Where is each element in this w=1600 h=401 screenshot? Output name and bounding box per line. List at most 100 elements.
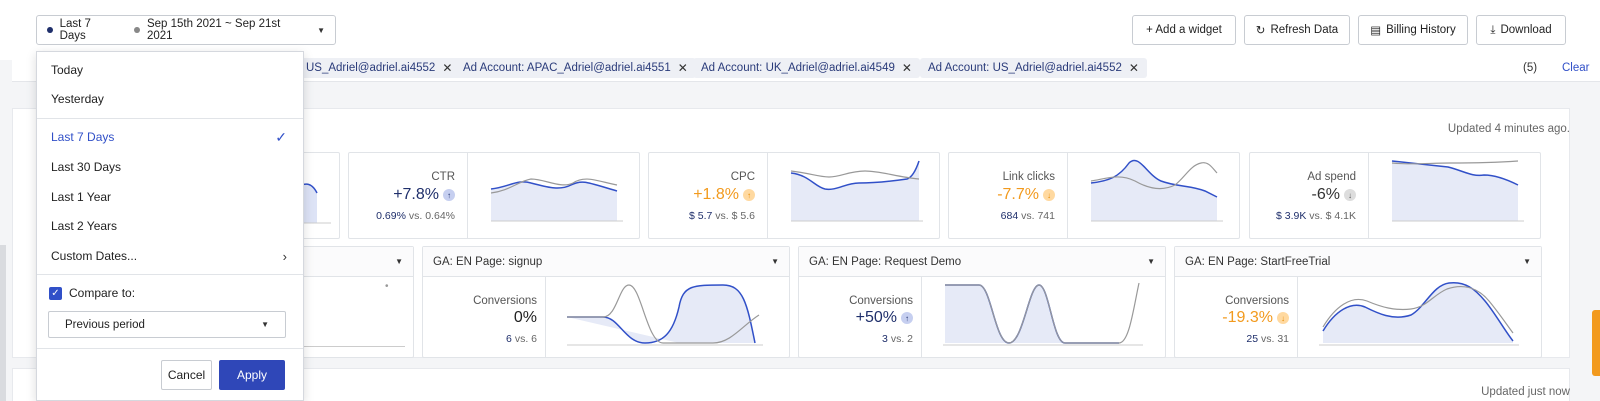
arrow-up-icon: ↑: [443, 189, 455, 201]
metric-value: +7.8% ↑: [345, 186, 465, 204]
metric-sparkline: [1391, 160, 1524, 222]
metric-name: Link clicks: [1002, 171, 1055, 183]
divider: [37, 348, 303, 349]
divider: [545, 277, 546, 357]
caret-down-icon[interactable]: ▼: [1147, 257, 1155, 266]
compare-period: Sep 15th 2021 ~ Sep 21st 2021: [134, 18, 299, 42]
caret-down-icon[interactable]: ▼: [771, 257, 779, 266]
conversion-sparkline: [567, 284, 763, 346]
close-icon[interactable]: ✕: [901, 61, 912, 75]
date-option-label: Last 7 Days: [51, 130, 115, 144]
metric-card-ad-spend[interactable]: Ad spend -6% ↓ $ 3.9K vs. $ 4.1K: [1249, 152, 1541, 239]
divider: [1067, 153, 1068, 238]
conversion-card-title: GA: EN Page: Request Demo: [809, 255, 962, 268]
vs-label: vs.: [408, 210, 423, 222]
metric-card-cpc[interactable]: CPC +1.8% ↑ $ 5.7 vs. $ 5.6: [648, 152, 940, 239]
caret-down-icon[interactable]: ▼: [1523, 257, 1531, 266]
divider: [921, 277, 922, 357]
metric-value-text: -7.7%: [997, 186, 1039, 203]
download-button[interactable]: ⤓ Download: [1476, 15, 1566, 45]
conversion-card-signup[interactable]: GA: EN Page: signup ▼ Conversions 0% 6 v…: [422, 246, 790, 358]
refresh-data-button[interactable]: ↻ Refresh Data: [1244, 15, 1350, 45]
metric-compare: $ 5.7 vs. $ 5.6: [625, 210, 765, 222]
close-icon[interactable]: ✕: [677, 61, 688, 75]
feedback-tab[interactable]: [1592, 310, 1600, 376]
metric-compare: 0.69% vs. 0.64%: [325, 210, 465, 222]
conversion-value-text: +50%: [855, 309, 897, 326]
metric-card-link-clicks[interactable]: Link clicks -7.7% ↓ 684 vs. 741: [948, 152, 1240, 239]
conversion-card[interactable]: ▼ •: [290, 246, 414, 358]
filter-chip[interactable]: Ad Account: US_Adriel@adriel.ai4552 ✕: [920, 58, 1147, 78]
vs-label: vs.: [890, 333, 905, 345]
filter-chip-label: Ad Account: US_Adriel@adriel.ai4552: [928, 62, 1122, 74]
conversion-compare: 6 vs. 6: [423, 333, 537, 345]
metric-name: CPC: [730, 171, 755, 183]
date-option-yesterday[interactable]: Yesterday: [51, 92, 104, 106]
cancel-button[interactable]: Cancel: [161, 360, 212, 390]
add-widget-label: + Add a widget: [1146, 24, 1222, 36]
conversion-card-start-free-trial[interactable]: GA: EN Page: StartFreeTrial ▼ Conversion…: [1174, 246, 1542, 358]
conversion-previous: 2: [907, 333, 913, 345]
close-icon[interactable]: ✕: [442, 61, 453, 75]
compare-to-label: Compare to:: [69, 286, 136, 300]
conversion-card-header[interactable]: GA: EN Page: Request Demo ▼: [799, 247, 1165, 277]
metric-value-text: +1.8%: [693, 186, 739, 203]
conversion-card-title: GA: EN Page: StartFreeTrial: [1185, 255, 1331, 268]
scrollbar[interactable]: [0, 245, 6, 401]
conversion-card-request-demo[interactable]: GA: EN Page: Request Demo ▼ Conversions …: [798, 246, 1166, 358]
conversion-label: Conversions: [1225, 295, 1289, 307]
current-period-label: Last 7 Days: [59, 18, 91, 42]
caret-down-icon: ▼: [261, 320, 269, 329]
filter-count: (5): [1523, 62, 1538, 74]
filter-chip[interactable]: Ad Account: UK_Adriel@adriel.ai4549 ✕: [693, 58, 920, 78]
compare-period-select[interactable]: Previous period ▼: [48, 311, 286, 338]
conversion-card-header[interactable]: ▼: [291, 247, 413, 277]
current-period: Last 7 Days: [47, 18, 116, 42]
conversion-compare: 25 vs. 31: [1175, 333, 1289, 345]
conversion-card-header[interactable]: GA: EN Page: StartFreeTrial ▼: [1175, 247, 1541, 277]
vs-label: vs.: [514, 333, 529, 345]
vs-label: vs.: [1260, 333, 1275, 345]
date-option-today[interactable]: Today: [51, 63, 84, 77]
filter-chip[interactable]: US_Adriel@adriel.ai4552 ✕: [298, 58, 461, 78]
metric-name: Ad spend: [1307, 171, 1356, 183]
metric-card-ctr[interactable]: CTR +7.8% ↑ 0.69% vs. 0.64%: [348, 152, 640, 239]
add-widget-button[interactable]: + Add a widget: [1132, 15, 1236, 45]
conversion-sparkline: [943, 282, 1143, 346]
divider: [467, 153, 468, 238]
billing-history-button[interactable]: ▤ Billing History: [1358, 15, 1468, 45]
filter-chip[interactable]: Ad Account: APAC_Adriel@adriel.ai4551 ✕: [455, 58, 696, 78]
filter-chip-label: Ad Account: UK_Adriel@adriel.ai4549: [701, 62, 895, 74]
date-option-label: Custom Dates...: [51, 249, 138, 263]
date-option-custom-dates[interactable]: Custom Dates... ›: [37, 241, 303, 271]
updated-timestamp-bottom: Updated just now: [1481, 386, 1570, 398]
date-option-last-2-years[interactable]: Last 2 Years: [51, 219, 118, 233]
apply-button[interactable]: Apply: [219, 360, 285, 390]
date-range-picker[interactable]: Last 7 Days Sep 15th 2021 ~ Sep 21st 202…: [36, 15, 336, 45]
metric-value-text: +7.8%: [393, 186, 439, 203]
metric-compare: 684 vs. 741: [925, 210, 1065, 222]
billing-history-label: Billing History: [1386, 24, 1456, 36]
conversion-current: 3: [882, 333, 888, 345]
divider: [37, 274, 303, 275]
clear-filters-link[interactable]: Clear: [1562, 62, 1590, 74]
compare-to-row[interactable]: ✓ Compare to:: [49, 286, 135, 300]
updated-timestamp: Updated 4 minutes ago.: [1447, 123, 1570, 135]
conversion-card-header[interactable]: GA: EN Page: signup ▼: [423, 247, 789, 277]
check-icon: ✓: [275, 128, 287, 145]
date-option-last-7-days[interactable]: Last 7 Days ✓: [37, 122, 303, 152]
conversion-current: 6: [506, 333, 512, 345]
date-option-last-30-days[interactable]: Last 30 Days: [51, 160, 122, 174]
conversion-previous: 6: [531, 333, 537, 345]
document-icon: ▤: [1370, 25, 1382, 37]
conversion-sparkline: [1319, 281, 1519, 346]
metric-name: CTR: [431, 171, 455, 183]
metric-current: $ 3.9K: [1276, 210, 1307, 222]
close-icon[interactable]: ✕: [1128, 61, 1139, 75]
metric-value-text: -6%: [1311, 186, 1340, 203]
caret-down-icon[interactable]: ▼: [395, 257, 403, 266]
date-option-last-1-year[interactable]: Last 1 Year: [51, 190, 112, 204]
compare-period-dot: [134, 27, 140, 33]
compare-checkbox[interactable]: ✓: [49, 286, 62, 300]
metric-previous: 741: [1037, 210, 1055, 222]
